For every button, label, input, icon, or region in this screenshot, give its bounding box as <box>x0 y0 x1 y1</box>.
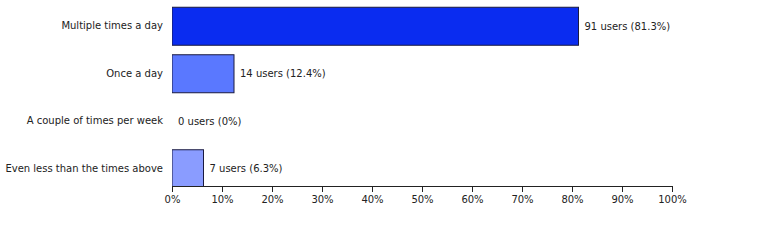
bar <box>172 150 204 187</box>
data-label: 7 users (6.3%) <box>210 163 283 174</box>
y-tick: A couple of times per week <box>27 115 164 126</box>
category-label: Even less than the times above <box>5 163 163 174</box>
x-tick: 60% <box>461 186 483 205</box>
x-tick: 90% <box>611 186 633 205</box>
tick-label: 80% <box>561 194 583 205</box>
x-tick: 20% <box>261 186 283 205</box>
x-tick: 100% <box>658 186 687 205</box>
x-tick: 50% <box>411 186 433 205</box>
tick-mark <box>672 186 673 192</box>
x-axis: 0% 10% 20% 30% 40% 50% 60% 70% 80% 90% 100% <box>165 186 687 205</box>
tick-mark <box>272 186 273 192</box>
category-label: Once a day <box>106 68 163 79</box>
data-label: 14 users (12.4%) <box>240 68 326 79</box>
x-tick: 10% <box>211 186 233 205</box>
bar <box>172 102 173 140</box>
tick-mark <box>222 186 223 192</box>
tick-label: 70% <box>511 194 533 205</box>
y-tick: Multiple times a day <box>61 20 163 31</box>
tick-label: 50% <box>411 194 433 205</box>
tick-label: 30% <box>311 194 333 205</box>
data-label: 0 users (0%) <box>178 116 242 127</box>
x-tick: 80% <box>561 186 583 205</box>
tick-mark <box>522 186 523 192</box>
tick-mark <box>372 186 373 192</box>
tick-label: 20% <box>261 194 283 205</box>
tick-mark <box>622 186 623 192</box>
tick-mark <box>472 186 473 192</box>
tick-label: 40% <box>361 194 383 205</box>
bar <box>172 7 579 45</box>
category-label: Multiple times a day <box>61 20 163 31</box>
tick-label: 90% <box>611 194 633 205</box>
tick-mark <box>422 186 423 192</box>
tick-mark <box>572 186 573 192</box>
tick-label: 100% <box>658 194 687 205</box>
axis-line <box>173 187 673 193</box>
x-tick: 40% <box>361 186 383 205</box>
chart: 91 users (81.3%) 14 users (12.4%) 0 users … <box>0 0 757 233</box>
x-tick: 0% <box>165 186 181 205</box>
category-label: A couple of times per week <box>27 115 164 126</box>
tick-mark <box>172 186 173 192</box>
tick-label: 10% <box>211 194 233 205</box>
bars <box>172 7 579 187</box>
y-axis: Multiple times a day Once a day A couple o… <box>5 20 163 174</box>
y-tick: Once a day <box>106 68 163 79</box>
bar <box>172 55 234 93</box>
tick-label: 60% <box>461 194 483 205</box>
tick-label: 0% <box>165 194 181 205</box>
data-label: 91 users (81.3%) <box>585 21 671 32</box>
tick-mark <box>322 186 323 192</box>
y-tick: Even less than the times above <box>5 163 163 174</box>
x-tick: 70% <box>511 186 533 205</box>
x-tick: 30% <box>311 186 333 205</box>
